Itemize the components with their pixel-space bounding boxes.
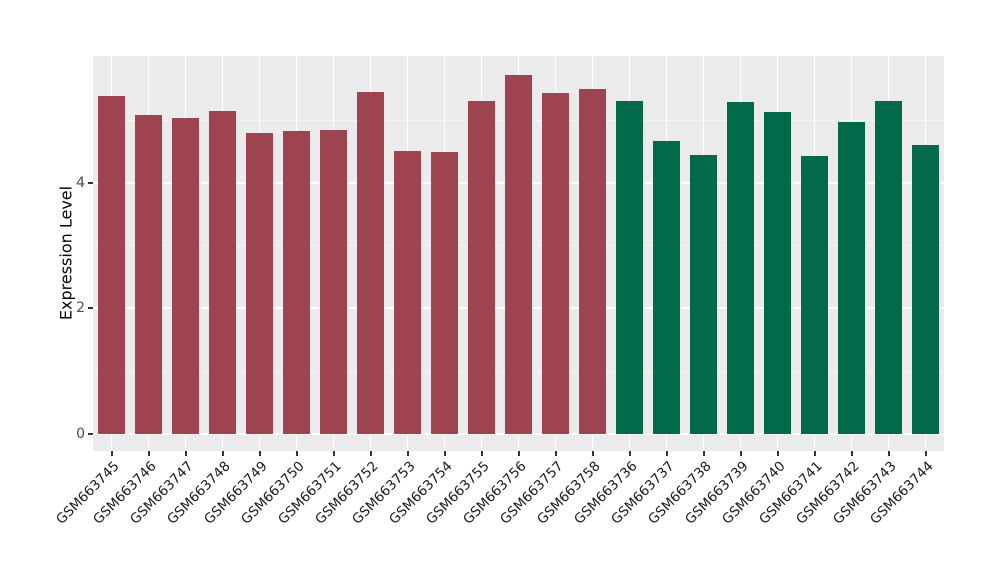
bar-GSM663741 <box>801 155 828 434</box>
bar-GSM663757 <box>542 93 569 434</box>
y-tick-mark <box>88 307 93 310</box>
y-tick-label: 2 <box>76 300 85 317</box>
bar-GSM663745 <box>98 96 125 434</box>
bar-GSM663753 <box>394 150 421 434</box>
x-tick-mark <box>480 451 483 456</box>
x-tick-mark <box>406 451 409 456</box>
bar-GSM663744 <box>912 145 939 434</box>
bar-GSM663737 <box>653 140 680 434</box>
x-tick-mark <box>147 451 150 456</box>
bar-GSM663739 <box>727 101 754 434</box>
bar-GSM663749 <box>246 132 273 434</box>
x-tick-mark <box>924 451 927 456</box>
bar-GSM663756 <box>505 74 532 434</box>
bar-GSM663758 <box>579 89 606 434</box>
x-tick-mark <box>517 451 520 456</box>
bar-GSM663750 <box>283 131 310 434</box>
x-tick-mark <box>295 451 298 456</box>
bar-GSM663740 <box>764 111 791 434</box>
x-tick-mark <box>887 451 890 456</box>
x-tick-mark <box>813 451 816 456</box>
x-tick-mark <box>221 451 224 456</box>
bar-GSM663748 <box>209 110 236 434</box>
x-tick-mark <box>554 451 557 456</box>
x-tick-mark <box>591 451 594 456</box>
bar-GSM663743 <box>875 100 902 434</box>
x-tick-mark <box>702 451 705 456</box>
plot-panel <box>93 56 944 451</box>
x-tick-mark <box>332 451 335 456</box>
x-tick-mark <box>369 451 372 456</box>
x-tick-mark <box>184 451 187 456</box>
bar-GSM663738 <box>690 154 717 434</box>
bar-GSM663751 <box>320 130 347 434</box>
y-tick-mark <box>88 181 93 184</box>
y-tick-mark <box>88 433 93 435</box>
bar-GSM663752 <box>357 91 384 434</box>
bar-GSM663754 <box>431 152 458 434</box>
bar-GSM663747 <box>172 117 199 434</box>
y-tick-label: 0 <box>76 426 85 442</box>
x-tick-mark <box>110 451 113 456</box>
x-tick-mark <box>628 451 631 456</box>
x-tick-mark <box>258 451 261 456</box>
bar-GSM663742 <box>838 121 865 434</box>
x-tick-mark <box>739 451 742 456</box>
bar-GSM663736 <box>616 101 643 434</box>
x-tick-mark <box>665 451 668 456</box>
bar-GSM663755 <box>468 101 495 434</box>
x-tick-mark <box>850 451 853 456</box>
x-tick-mark <box>443 451 446 456</box>
bar-GSM663746 <box>135 115 162 434</box>
x-tick-mark <box>776 451 779 456</box>
y-tick-label: 4 <box>76 174 85 191</box>
